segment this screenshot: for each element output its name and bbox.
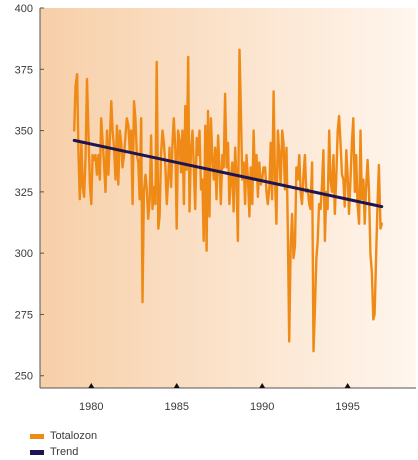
- series-marks: [72, 48, 384, 353]
- legend: Totalozon Trend: [30, 428, 97, 460]
- x-tick-marker: [259, 383, 266, 388]
- y-tick-label: 275: [15, 309, 33, 321]
- legend-swatch-trend: [30, 449, 44, 455]
- x-tick-label: 1990: [250, 401, 274, 413]
- axes: 250 275 300 325 350 375 400 1980 1985 1990 1995: [15, 3, 416, 413]
- ozone-chart: 250 275 300 325 350 375 400 1980 1985 1990 1995: [15, 3, 416, 413]
- y-tick-label: 325: [15, 187, 33, 199]
- legend-item-totalozon: Totalozon: [30, 428, 97, 444]
- y-tick-label: 300: [15, 248, 33, 260]
- y-tick-label: 350: [15, 126, 33, 138]
- legend-item-trend: Trend: [30, 444, 97, 460]
- legend-label-trend: Trend: [50, 446, 79, 458]
- x-tick-label: 1985: [164, 401, 188, 413]
- y-tick-label: 400: [15, 3, 33, 15]
- x-tick-label: 1995: [335, 401, 359, 413]
- x-tick-label: 1980: [79, 401, 103, 413]
- y-tick-label: 250: [15, 371, 33, 383]
- y-tick-label: 375: [15, 64, 33, 76]
- legend-label-totalozon: Totalozon: [50, 430, 98, 442]
- totalozon-line: [72, 48, 383, 353]
- plot-background: [40, 8, 416, 388]
- x-tick-marker: [173, 383, 180, 388]
- legend-swatch-totalozon: [30, 433, 44, 439]
- x-tick-marker: [344, 383, 351, 388]
- x-tick-marker: [88, 383, 95, 388]
- trend-line: [72, 138, 384, 209]
